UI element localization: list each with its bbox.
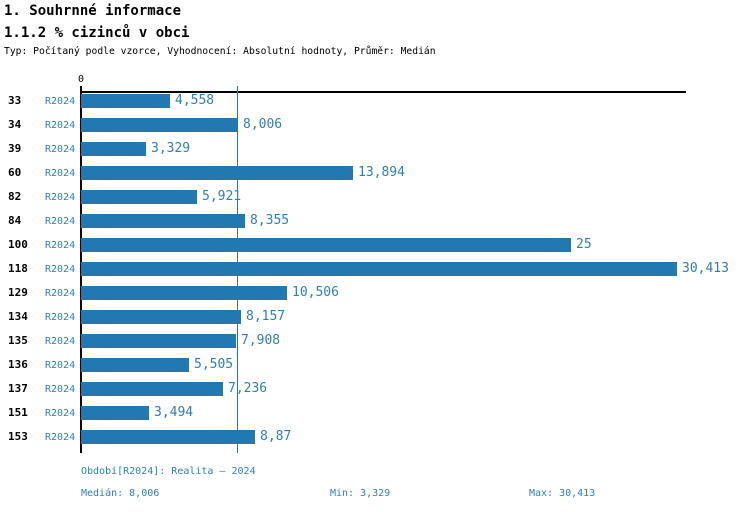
row-label: 33 [8,94,22,107]
bar-value-label: 8,157 [246,309,286,324]
bar-value-label: 8,87 [260,429,292,444]
row-label: 84 [8,214,22,227]
bar-value-label: 5,505 [194,357,234,372]
bar-value-label: 25 [576,237,592,252]
bar [81,94,170,108]
row-period-label: R2024 [45,216,76,227]
bar [81,142,146,156]
row-period-label: R2024 [45,288,76,299]
row-period-label: R2024 [45,192,76,203]
bar-value-label: 5,921 [202,189,242,204]
row-label: 134 [8,310,28,323]
footer-min-stat: Min: 3,329 [330,488,391,499]
row-period-label: R2024 [45,144,76,155]
bar [81,166,353,180]
indicator-title: 1.1.2 % cizinců v obci [4,25,190,41]
bar [81,310,241,324]
x-axis-zero-label: 0 [77,74,85,85]
bar [81,190,197,204]
row-period-label: R2024 [45,96,76,107]
bar-value-label: 7,236 [228,381,268,396]
row-period-label: R2024 [45,312,76,323]
bar [81,238,571,252]
bar [81,406,149,420]
section-title: 1. Souhrnné informace [4,3,182,19]
row-period-label: R2024 [45,120,76,131]
bar-value-label: 8,006 [243,117,283,132]
footer-median-stat: Medián: 8,006 [81,488,160,499]
row-label: 137 [8,382,28,395]
bar [81,382,223,396]
row-period-label: R2024 [45,408,76,419]
row-period-label: R2024 [45,264,76,275]
row-label: 129 [8,286,28,299]
bar-value-label: 3,494 [154,405,194,420]
bar [81,334,236,348]
indicator-meta: Typ: Počítaný podle vzorce, Vyhodnocení:… [4,46,436,57]
footer-period: Období[R2024]: Realita – 2024 [81,466,256,477]
row-label: 136 [8,358,28,371]
row-period-label: R2024 [45,336,76,347]
row-period-label: R2024 [45,240,76,251]
bar [81,118,238,132]
row-period-label: R2024 [45,384,76,395]
bar-value-label: 10,506 [292,285,339,300]
row-label: 118 [8,262,28,275]
bar-value-label: 30,413 [682,261,729,276]
row-period-label: R2024 [45,168,76,179]
bar-value-label: 3,329 [151,141,191,156]
row-label: 151 [8,406,28,419]
bar-value-label: 7,908 [241,333,281,348]
bar [81,430,255,444]
bar [81,214,245,228]
bar-value-label: 13,894 [358,165,405,180]
bar-value-label: 8,355 [250,213,290,228]
footer-max-stat: Max: 30,413 [529,488,596,499]
row-label: 34 [8,118,22,131]
x-axis-line [80,91,686,93]
row-label: 153 [8,430,28,443]
bar-value-label: 4,558 [175,93,215,108]
row-period-label: R2024 [45,432,76,443]
row-label: 60 [8,166,22,179]
bar [81,262,677,276]
bar [81,358,189,372]
row-label: 39 [8,142,22,155]
row-label: 82 [8,190,22,203]
row-label: 100 [8,238,28,251]
bar [81,286,287,300]
row-label: 135 [8,334,28,347]
row-period-label: R2024 [45,360,76,371]
